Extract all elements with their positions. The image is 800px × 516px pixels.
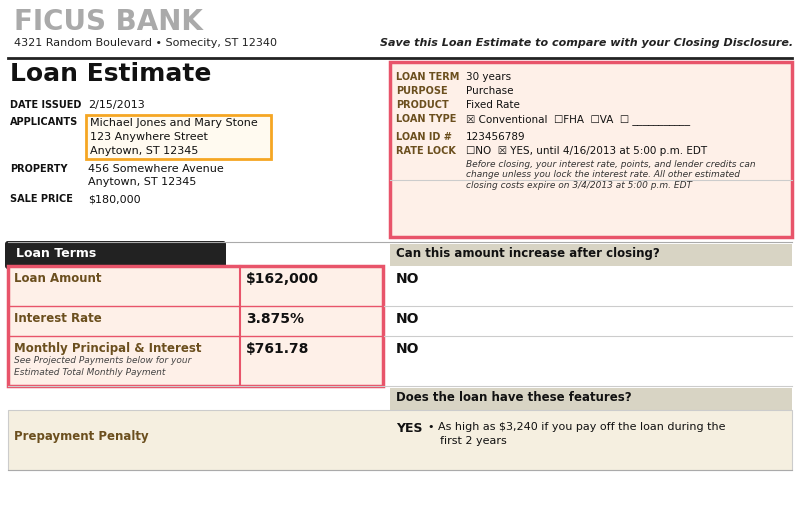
Text: 123456789: 123456789 (466, 132, 526, 142)
Text: 30 years: 30 years (466, 72, 511, 82)
Text: PURPOSE: PURPOSE (396, 86, 448, 96)
Text: Anytown, ST 12345: Anytown, ST 12345 (90, 146, 198, 156)
Text: Loan Estimate: Loan Estimate (10, 62, 211, 86)
Bar (86, 115, 271, 159)
Bar (390, 62, 792, 237)
Text: SALE PRICE: SALE PRICE (10, 194, 73, 204)
Bar (8, 266, 383, 386)
Text: DATE ISSUED: DATE ISSUED (10, 100, 82, 110)
Text: NO: NO (396, 272, 419, 286)
Text: Prepayment Penalty: Prepayment Penalty (14, 430, 149, 443)
Text: 123 Anywhere Street: 123 Anywhere Street (90, 132, 208, 142)
Text: Save this Loan Estimate to compare with your Closing Disclosure.: Save this Loan Estimate to compare with … (380, 38, 793, 48)
Bar (390, 388, 792, 410)
Text: 456 Somewhere Avenue: 456 Somewhere Avenue (88, 164, 224, 174)
Text: ☒ Conventional  ☐FHA  ☐VA  ☐ ___________: ☒ Conventional ☐FHA ☐VA ☐ ___________ (466, 114, 690, 125)
Text: PROPERTY: PROPERTY (10, 164, 67, 174)
Text: Loan Terms: Loan Terms (16, 247, 96, 260)
Text: 4321 Random Boulevard • Somecity, ST 12340: 4321 Random Boulevard • Somecity, ST 123… (14, 38, 277, 48)
Text: LOAN TERM: LOAN TERM (396, 72, 459, 82)
Text: APPLICANTS: APPLICANTS (10, 117, 78, 127)
Text: 2/15/2013: 2/15/2013 (88, 100, 145, 110)
Text: Purchase: Purchase (466, 86, 514, 96)
Text: $162,000: $162,000 (246, 272, 319, 286)
Text: first 2 years: first 2 years (440, 436, 506, 446)
Bar (0, 0, 800, 80)
Text: See Projected Payments below for your: See Projected Payments below for your (14, 356, 191, 365)
Text: LOAN TYPE: LOAN TYPE (396, 114, 456, 124)
FancyBboxPatch shape (5, 241, 226, 269)
Text: • As high as $3,240 if you pay off the loan during the: • As high as $3,240 if you pay off the l… (428, 422, 726, 432)
Bar (390, 244, 792, 266)
Text: Monthly Principal & Interest: Monthly Principal & Interest (14, 342, 202, 355)
Text: 3.875%: 3.875% (246, 312, 304, 326)
Text: Estimated Total Monthly Payment: Estimated Total Monthly Payment (14, 368, 166, 377)
Text: Does the loan have these features?: Does the loan have these features? (396, 391, 632, 404)
Bar (8, 410, 792, 470)
Text: Loan Amount: Loan Amount (14, 272, 102, 285)
Text: Anytown, ST 12345: Anytown, ST 12345 (88, 177, 196, 187)
Text: PRODUCT: PRODUCT (396, 100, 449, 110)
Text: Before closing, your interest rate, points, and lender credits can
change unless: Before closing, your interest rate, poin… (466, 160, 756, 190)
Text: ☐NO  ☒ YES, until 4/16/2013 at 5:00 p.m. EDT: ☐NO ☒ YES, until 4/16/2013 at 5:00 p.m. … (466, 146, 707, 156)
Text: Michael Jones and Mary Stone: Michael Jones and Mary Stone (90, 118, 258, 128)
Text: RATE LOCK: RATE LOCK (396, 146, 456, 156)
Text: FICUS BANK: FICUS BANK (14, 8, 203, 36)
Text: LOAN ID #: LOAN ID # (396, 132, 452, 142)
Text: NO: NO (396, 312, 419, 326)
Text: $761.78: $761.78 (246, 342, 310, 356)
Text: $180,000: $180,000 (88, 194, 141, 204)
Text: Interest Rate: Interest Rate (14, 312, 102, 325)
Text: YES: YES (396, 422, 422, 435)
Text: Can this amount increase after closing?: Can this amount increase after closing? (396, 247, 660, 260)
Text: Fixed Rate: Fixed Rate (466, 100, 520, 110)
Text: NO: NO (396, 342, 419, 356)
Bar (8, 410, 792, 470)
